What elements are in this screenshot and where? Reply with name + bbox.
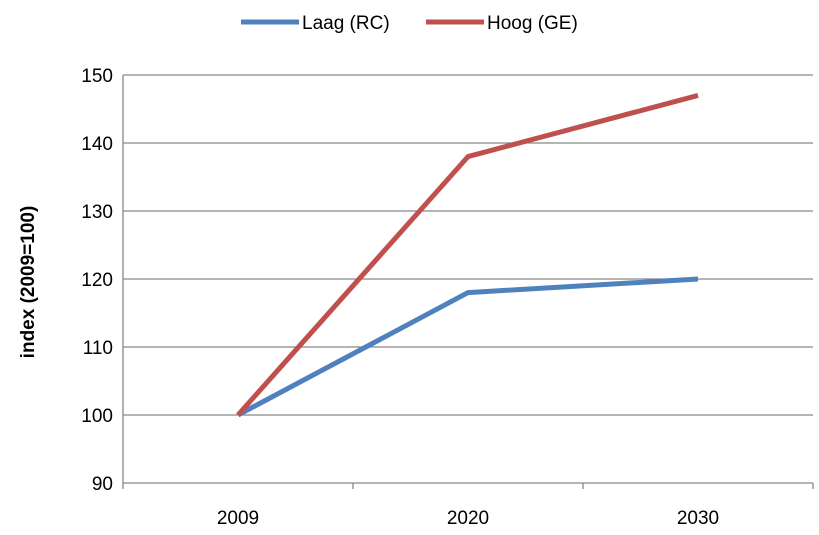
- legend-label-0: Laag (RC): [302, 13, 390, 34]
- y-tick-label: 140: [81, 134, 113, 155]
- y-tick-label: 90: [92, 474, 113, 495]
- x-tick-label: 2030: [677, 508, 719, 529]
- x-tick-label: 2020: [447, 508, 489, 529]
- y-tick-label: 100: [81, 406, 113, 427]
- legend-label-1: Hoog (GE): [487, 13, 578, 34]
- x-tick-label: 2009: [217, 508, 259, 529]
- gridlines: [123, 74, 813, 416]
- series-lines: [236, 92, 699, 418]
- tick-labels: 90 100 110 120 130 140 150 2009 2020 2030: [81, 66, 719, 529]
- axes: [122, 75, 814, 489]
- y-tick-label: 150: [81, 66, 113, 87]
- y-tick-label: 110: [83, 338, 113, 359]
- series-line-0: [236, 276, 699, 418]
- series-line-1: [236, 92, 699, 417]
- y-tick-label: 120: [81, 270, 113, 291]
- legend: Laag (RC) Hoog (GE): [241, 13, 578, 34]
- y-axis-title: index (2009=100): [18, 206, 39, 359]
- y-tick-label: 130: [81, 202, 113, 223]
